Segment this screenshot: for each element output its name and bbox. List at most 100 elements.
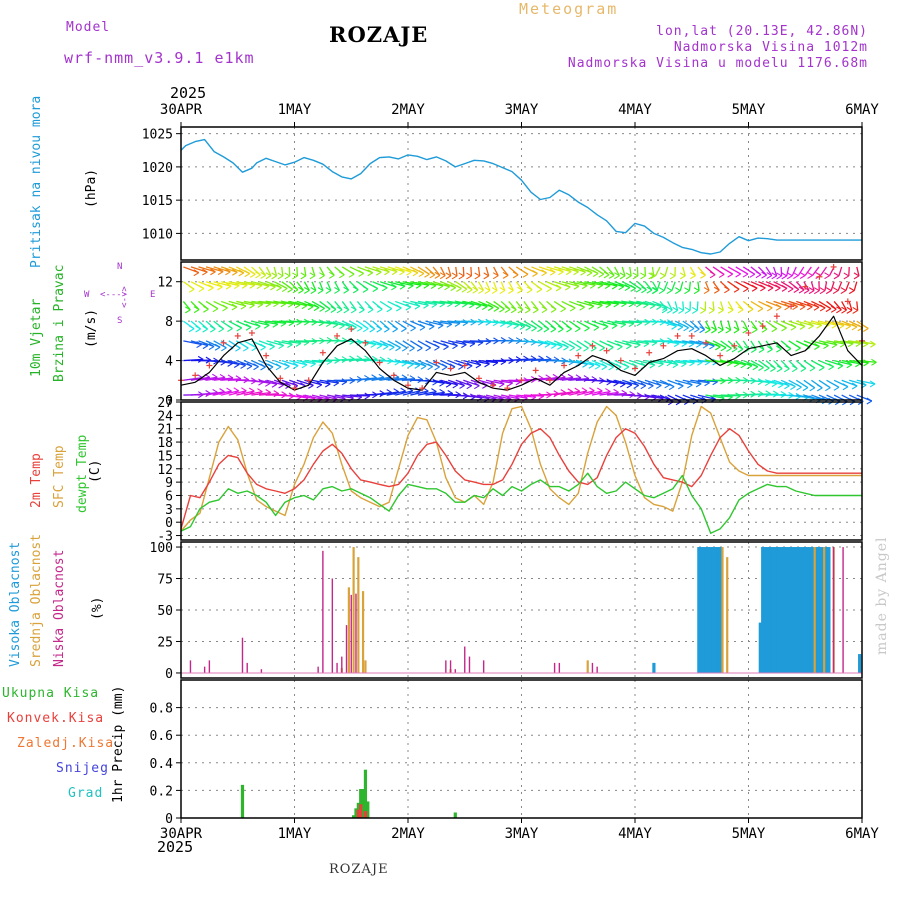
wind-barb [651, 290, 658, 295]
wind-barb [561, 377, 582, 381]
wind-barb [648, 385, 654, 390]
wind-barb [432, 281, 450, 288]
mid-cloud-bar [586, 660, 589, 673]
high-cloud-bar [817, 547, 822, 673]
high-cloud-bar [758, 622, 762, 673]
wind-barb [561, 390, 580, 396]
wind-barb [573, 268, 579, 273]
wind-barb [522, 273, 529, 278]
wind-barb [532, 306, 539, 311]
low-cloud-bar [345, 625, 348, 673]
wind-barb [483, 275, 489, 280]
wind-barb [750, 340, 757, 350]
wind-barb [541, 309, 548, 314]
wind-barb [856, 301, 859, 311]
wind-barb [651, 287, 658, 292]
wind-barb [727, 320, 732, 331]
wind-barb [448, 379, 465, 387]
wind-barb [637, 340, 658, 344]
wind-barb [318, 281, 324, 291]
wind-barb [372, 285, 379, 290]
wind-barb [255, 274, 261, 279]
wind-barb [418, 273, 425, 278]
wind-barb [750, 320, 758, 331]
wind-barb [395, 344, 401, 349]
wind-barb [388, 346, 395, 351]
wind-barb [425, 344, 431, 349]
wind-barb [848, 287, 855, 292]
wind-barb [790, 386, 796, 391]
wind-barb [357, 377, 377, 381]
wind-barb [725, 329, 731, 334]
wind-barb [245, 323, 252, 328]
wind-barb [260, 271, 266, 276]
wind-barb [641, 289, 647, 294]
wind-barb [588, 364, 595, 369]
wind-barb [869, 380, 876, 385]
wind-barb [388, 343, 395, 348]
high-cloud-bar [803, 547, 807, 673]
meteogram-title: Meteogram [519, 0, 619, 18]
wind-barb [456, 287, 462, 292]
wind-barb [630, 284, 636, 289]
wind-barb [265, 303, 271, 308]
wind-barb [493, 379, 513, 384]
y-tick-label: 9 [165, 476, 173, 491]
x-tick-label-top: 4MAY [618, 102, 652, 118]
wind-barb [552, 373, 559, 378]
wind-barb [601, 363, 608, 368]
wind-barb [238, 272, 245, 277]
wind-barb [776, 345, 782, 350]
wind-barb [787, 288, 794, 293]
wind-barb [813, 287, 820, 292]
mid-cloud-bar [721, 547, 724, 673]
wind-barb [236, 390, 255, 396]
wind-barb [618, 286, 625, 291]
wind-barb [608, 274, 615, 279]
wind-barb [281, 266, 284, 276]
wind-barb [416, 347, 423, 352]
wind-barb [508, 287, 514, 291]
wind-barb [378, 373, 385, 378]
wind-barb [694, 328, 700, 333]
wind-barb [434, 363, 440, 368]
wind-barb [202, 271, 208, 276]
wind-barb [580, 268, 586, 273]
wind-barb [271, 272, 277, 277]
wind-barb [733, 285, 740, 290]
wind-barb [433, 392, 453, 396]
wind-barb [210, 271, 216, 276]
wind-barb [517, 309, 524, 314]
wind-barb [644, 359, 664, 365]
wind-barb [461, 285, 468, 290]
wind-barb [387, 266, 405, 273]
wind-barb [689, 362, 695, 367]
wind-barb [327, 379, 347, 383]
wind-barb [808, 287, 815, 292]
y-tick-label: 0.4 [150, 757, 174, 772]
wind-barb [621, 303, 627, 308]
wind-barb [458, 275, 465, 280]
wind-barb [401, 344, 408, 349]
wind-barb [659, 359, 679, 366]
wind-barb [228, 359, 246, 367]
wind-barb [258, 300, 279, 305]
wind-barb [376, 305, 383, 310]
wind-barb [720, 344, 727, 349]
high-cloud-bar [787, 547, 791, 673]
wind-barb [580, 271, 586, 276]
wind-barb [712, 281, 720, 291]
wind-barb [500, 281, 506, 291]
y-tick-label: 12 [157, 276, 173, 291]
pressure-unit: (hPa) [84, 168, 99, 208]
wind-barb [208, 346, 215, 351]
wind-barb [500, 266, 509, 276]
wind-barb [358, 306, 365, 311]
wind-barb [251, 300, 271, 305]
y-tick-label: 0.2 [150, 784, 173, 799]
wind-barb [531, 327, 537, 332]
wind-barb [770, 365, 776, 369]
high-cloud-bar [789, 547, 793, 673]
total-precip-bar [354, 808, 358, 818]
wind-barb [567, 388, 574, 393]
